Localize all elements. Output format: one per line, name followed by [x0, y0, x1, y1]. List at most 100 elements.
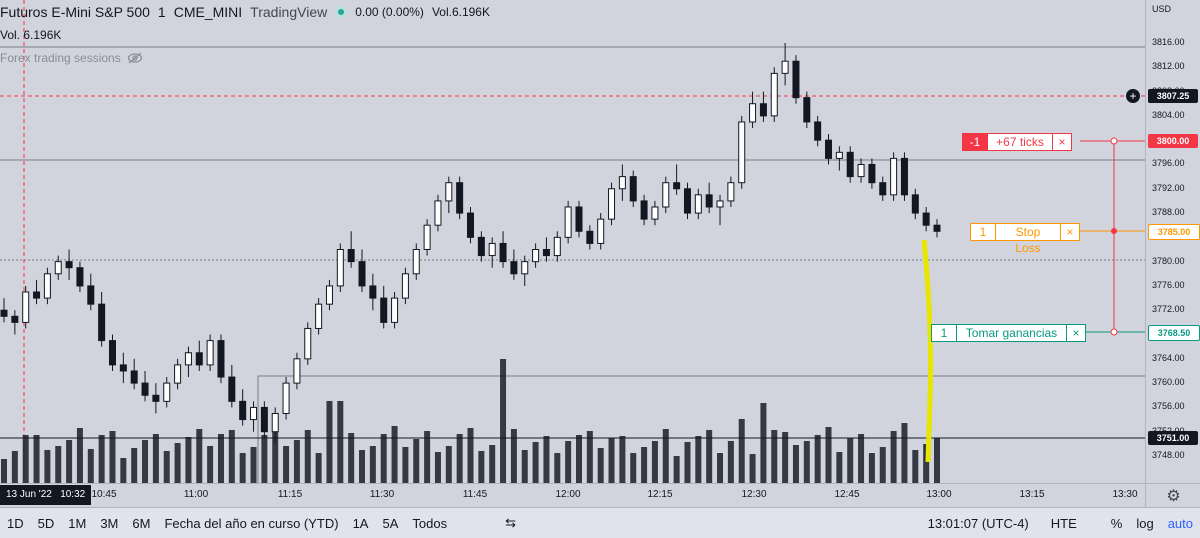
- volume-bar: [44, 450, 51, 483]
- candle-up: [22, 291, 30, 323]
- chart-pane[interactable]: Futuros E-Mini S&P 500 1 CME_MINI Tradin…: [0, 0, 1145, 483]
- cursor-date: 13 Jun '22: [6, 489, 52, 500]
- volume-bar: [575, 435, 582, 483]
- range-button[interactable]: 1A: [352, 515, 369, 531]
- price-tick-label: 3756.00: [1152, 401, 1185, 412]
- take-profit-qty: 1: [940, 326, 948, 340]
- take-profit-label[interactable]: 1 Tomar ganancias ×: [931, 324, 1086, 342]
- price-tick-label: 3788.00: [1152, 207, 1185, 218]
- volume-bar: [890, 431, 897, 483]
- candle-up: [325, 285, 333, 305]
- percent-toggle[interactable]: %: [1110, 515, 1123, 531]
- close-position-button[interactable]: ×: [1052, 134, 1071, 150]
- candle-up: [412, 249, 420, 275]
- exchange-label: CME_MINI: [173, 4, 243, 20]
- candle-down: [467, 212, 474, 238]
- cancel-take-profit-button[interactable]: ×: [1066, 325, 1085, 341]
- volume-bar: [272, 429, 279, 483]
- candle-up: [608, 188, 616, 220]
- candle-down: [640, 200, 648, 220]
- candle-up: [662, 182, 670, 208]
- candle-down: [98, 303, 106, 342]
- stop-loss-label[interactable]: 1 Stop Loss ×: [970, 223, 1080, 255]
- stop-loss-text: Stop Loss: [995, 224, 1060, 255]
- position-line-label[interactable]: -1 +67 ticks ×: [962, 133, 1072, 151]
- price-chart[interactable]: [0, 0, 1145, 483]
- candle-up: [651, 206, 659, 220]
- candle-up: [282, 382, 290, 414]
- eye-hidden-icon[interactable]: [127, 52, 143, 64]
- volume-bar: [174, 443, 181, 483]
- range-button[interactable]: 5D: [37, 515, 55, 531]
- volume-legend[interactable]: Vol. 6.196K: [0, 28, 61, 42]
- candle-down: [705, 194, 713, 208]
- candle-down: [152, 394, 160, 402]
- range-button[interactable]: 1M: [68, 515, 87, 531]
- candle-up: [532, 249, 540, 263]
- candle-down: [814, 121, 822, 141]
- volume-bar: [521, 450, 528, 483]
- price-tick-label: 3764.00: [1152, 352, 1185, 363]
- volume-bar: [934, 438, 940, 483]
- cursor-date-badge: 13 Jun '22 10:32: [0, 485, 92, 505]
- volume-bar: [163, 451, 170, 483]
- source-label: TradingView: [250, 4, 328, 20]
- time-tick-label: 12:00: [555, 489, 581, 500]
- volume-bar: [283, 446, 290, 483]
- candle-down: [11, 315, 19, 323]
- volume-bar: [467, 428, 474, 483]
- compare-range-icon[interactable]: ⇆: [505, 515, 516, 530]
- range-button[interactable]: Todos: [412, 515, 448, 531]
- candle-down: [380, 297, 388, 323]
- range-button[interactable]: 6M: [132, 515, 151, 531]
- volume-bar: [619, 436, 626, 483]
- candle-down: [477, 236, 485, 257]
- candle-down: [0, 309, 8, 317]
- bracket-bottom-node: [1110, 328, 1118, 336]
- candle-down: [683, 188, 691, 214]
- price-tick-label: 3796.00: [1152, 158, 1185, 169]
- cancel-stop-loss-button[interactable]: ×: [1060, 224, 1079, 240]
- volume-bar: [402, 447, 409, 483]
- volume-bar: [847, 438, 854, 483]
- price-tick-label: 3752.00: [1152, 426, 1185, 436]
- volume-bar: [717, 453, 724, 483]
- settings-gear-icon[interactable]: ⚙: [1145, 483, 1200, 508]
- position-pnl: +67 ticks: [987, 134, 1052, 150]
- price-tick-label: 3804.00: [1152, 109, 1185, 120]
- add-alert-icon[interactable]: +: [1126, 89, 1140, 103]
- candle-down: [825, 139, 833, 159]
- volume-bar: [651, 441, 658, 483]
- auto-toggle[interactable]: auto: [1167, 515, 1193, 531]
- volume-bar: [87, 449, 94, 483]
- range-button[interactable]: 3M: [100, 515, 119, 531]
- candle-up: [835, 151, 843, 159]
- price-tick-label: 3748.00: [1152, 450, 1185, 460]
- clock-label[interactable]: 13:01:07 (UTC-4): [927, 515, 1029, 531]
- stop-loss-qty: 1: [979, 225, 987, 239]
- candle-down: [108, 340, 116, 366]
- price-axis[interactable]: USD 3816.003812.003808.003804.003800.003…: [1145, 0, 1200, 483]
- volume-bar: [597, 448, 604, 483]
- volume-bar: [228, 430, 235, 483]
- volume-bar: [836, 452, 843, 483]
- session-button[interactable]: HTE: [1050, 515, 1077, 531]
- range-button[interactable]: 1D: [7, 515, 24, 531]
- candle-down: [195, 352, 203, 366]
- currency-label[interactable]: USD: [1152, 4, 1172, 14]
- candle-down: [456, 182, 464, 214]
- range-button[interactable]: 5A: [382, 515, 399, 531]
- sessions-legend[interactable]: Forex trading sessions: [0, 51, 143, 65]
- candle-down: [759, 103, 767, 117]
- symbol-name[interactable]: Futuros E-Mini S&P 500: [0, 4, 150, 20]
- volume-value: 6.196K: [23, 28, 62, 42]
- range-button[interactable]: Fecha del año en curso (YTD): [164, 515, 339, 531]
- candle-up: [488, 242, 496, 257]
- candle-up: [423, 224, 431, 251]
- volume-bar: [586, 431, 593, 483]
- time-axis[interactable]: 10:45 11:00 11:15 11:30 11:45 12:00 12:15 12:30…: [0, 483, 1145, 508]
- log-toggle[interactable]: log: [1136, 515, 1154, 531]
- price-tick-label: 3776.00: [1152, 279, 1185, 290]
- interval-label[interactable]: 1: [157, 4, 166, 20]
- candle-down: [260, 406, 268, 433]
